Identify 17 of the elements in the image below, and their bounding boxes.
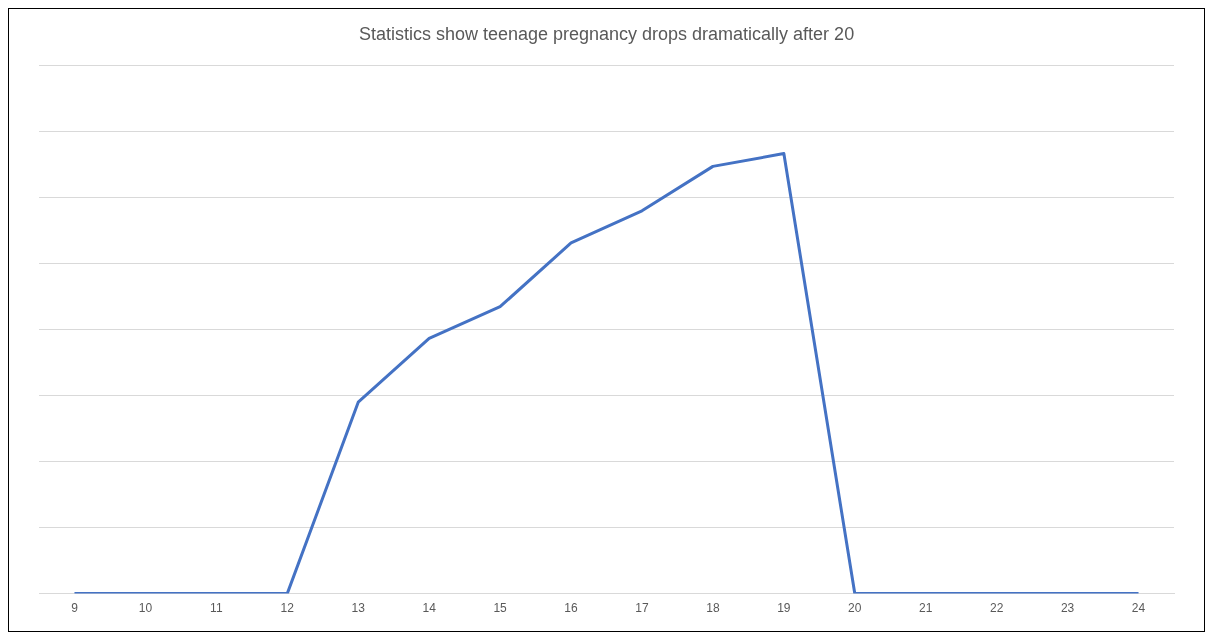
- x-tick-label: 12: [280, 601, 295, 616]
- x-tick-label: 11: [210, 601, 223, 616]
- x-tick-label: 21: [919, 601, 933, 616]
- x-tick-label: 17: [635, 601, 649, 616]
- x-tick-label: 15: [493, 601, 508, 616]
- x-tick-label: 22: [989, 601, 1004, 616]
- x-tick-label: 23: [1060, 601, 1075, 616]
- x-tick-label: 9: [71, 601, 79, 616]
- x-tick-label: 16: [564, 601, 579, 616]
- x-tick-label: 18: [706, 601, 720, 616]
- x-tick-label: 13: [351, 601, 366, 616]
- x-tick-label: 19: [777, 601, 791, 616]
- x-tick-label: 24: [1131, 601, 1146, 616]
- x-tick-label: 10: [138, 601, 153, 616]
- x-tick-label: 14: [422, 601, 437, 616]
- chart-title: Statistics show teenage pregnancy drops dramatically after 20: [358, 23, 855, 44]
- x-tick-label: 20: [848, 601, 862, 616]
